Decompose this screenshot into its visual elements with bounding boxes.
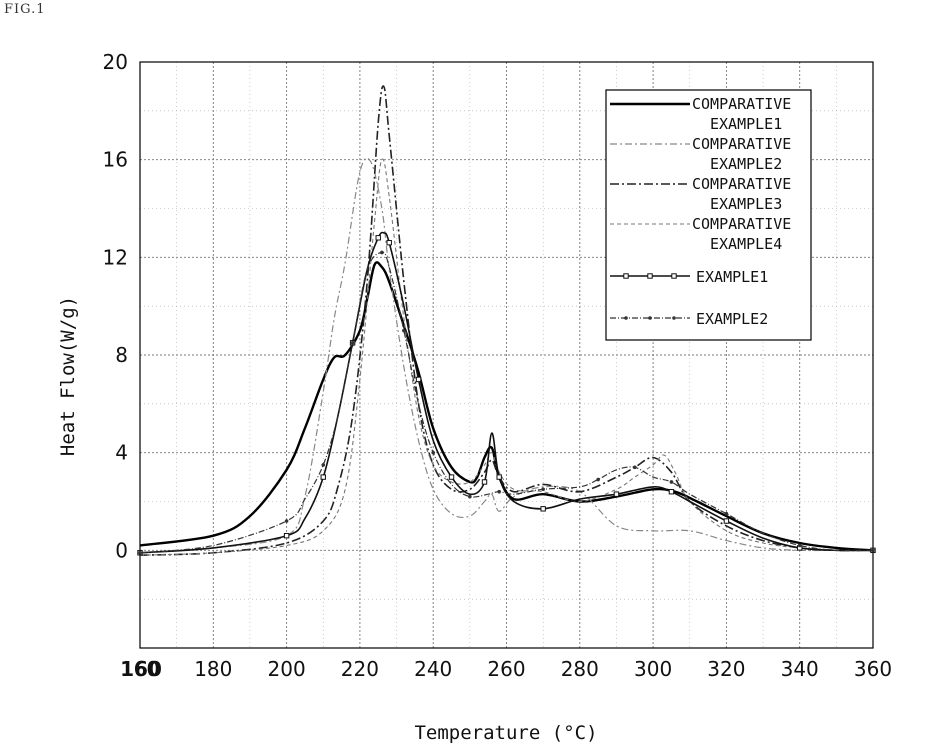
legend-label: EXAMPLE2 [696,310,768,328]
y-tick-label: 12 [103,245,128,269]
data-point [415,376,422,383]
data-point [431,450,436,455]
x-tick-label: 320 [707,657,745,681]
plot-frame [139,61,874,649]
legend-label: COMPARATIVE [692,215,791,233]
y-tick-labels: 0 4 8 12 16 20 [103,50,128,562]
data-point [386,239,392,246]
data-point [138,550,142,555]
legend-box [605,89,812,341]
data-point [284,519,289,523]
series-4 [139,158,874,556]
series-6 [138,250,875,555]
y-tick-label: 20 [103,50,128,74]
series-5 [137,231,876,556]
data-point [380,250,384,255]
data-point [375,235,381,241]
y-axis-title: Heat Flow(W/g) [57,296,79,456]
data-point [632,465,637,470]
y-tick-label: 0 [115,538,128,562]
x-tick-label: 300 [634,657,672,681]
data-point [497,489,501,494]
y-tick-label: 16 [103,148,128,172]
x-tick-label: 160 [121,657,159,681]
data-point [871,548,875,553]
data-point [402,328,406,333]
series-line [139,251,874,554]
x-tick-label: 280 [561,657,599,681]
y-tick-label: 8 [115,343,128,367]
x-tick-label-overlap: 160 [120,657,162,681]
legend-label: COMPARATIVE [692,175,791,193]
data-point [723,518,730,524]
x-tick-label: 340 [781,657,819,681]
x-tick-label: 260 [487,657,525,681]
legend-marker [672,316,676,320]
legend: COMPARATIVE EXAMPLE1 COMPARATIVE EXAMPLE2 CO… [605,89,812,341]
series-layer [137,85,876,556]
legend-label: EXAMPLE3 [710,195,782,213]
data-point [613,491,620,497]
legend-marker [648,316,652,320]
data-point [481,479,488,485]
data-point [596,477,600,482]
legend-label: COMPARATIVE [692,135,791,153]
legend-label: EXAMPLE4 [710,235,782,253]
data-point [350,340,355,345]
data-point [541,487,545,492]
legend-label: COMPARATIVE [692,95,791,113]
series-line [139,231,874,554]
series-3 [139,85,874,556]
legend-marker [671,273,677,279]
series-line [139,158,874,556]
data-point [283,532,290,539]
x-tick-label: 180 [194,657,232,681]
legend-label: EXAMPLE2 [710,155,782,173]
data-point [448,474,455,480]
legend-marker [623,273,629,279]
y-tick-label: 4 [115,441,128,465]
data-point [669,480,674,484]
legend-label: EXAMPLE1 [710,115,782,133]
x-tick-label: 360 [854,657,892,681]
data-point [724,511,729,516]
legend-marker [647,273,653,279]
x-tick-label: 200 [268,657,306,681]
x-axis-title: Temperature (°C) [414,722,597,744]
data-point [321,463,326,467]
data-point [320,474,326,480]
data-point [668,489,675,495]
figure-label: FIG.1 [4,2,46,17]
data-point [496,474,502,480]
data-point [468,494,472,499]
data-point [797,543,802,548]
data-point [540,506,546,512]
series-line [139,85,874,556]
x-tick-label: 240 [414,657,452,681]
legend-marker [624,316,628,320]
x-tick-label: 220 [341,657,379,681]
legend-label: EXAMPLE1 [696,268,768,286]
